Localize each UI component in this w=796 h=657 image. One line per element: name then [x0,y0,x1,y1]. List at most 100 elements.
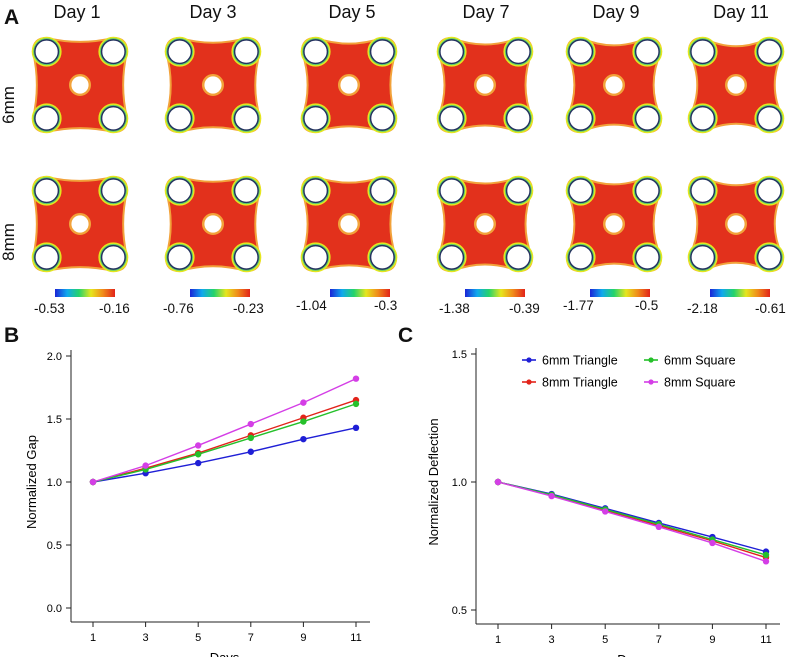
corner-hole [690,178,716,204]
data-point-8mm-square [709,539,716,547]
x-tick-label: 7 [656,634,662,646]
data-point-6mm-square [195,451,202,458]
corner-hole [100,178,126,204]
day-label-3: Day 3 [189,2,237,22]
data-point-8mm-square [195,442,202,449]
center-hole [473,73,497,97]
corner-hole [167,105,193,131]
colorbar-day-5 [330,289,390,297]
x-tick-label: 9 [709,634,715,646]
data-point-6mm-triangle [352,424,360,432]
center-hole [201,212,225,236]
scaffold-8mm-day-7 [436,175,534,273]
series-line-8mm-triangle [92,399,357,483]
corner-hole [233,39,259,65]
corner-hole [690,105,716,131]
legend-label-6mm-square: 6mm Square [664,354,736,368]
corner-hole [303,244,329,270]
colorbar-max-day-9: -0.5 [635,298,659,313]
corner-hole [34,178,60,204]
corner-hole [34,105,60,131]
center-hole [337,73,361,97]
data-point-8mm-square [247,420,254,428]
corner-hole [369,39,395,65]
colorbar-min-day-3: -0.76 [163,301,194,316]
colorbar-day-9 [590,289,650,297]
y-tick-label: 1.0 [452,477,467,489]
panel-c-letter: C [398,324,414,347]
corner-hole [303,178,329,204]
center-hole [337,212,361,236]
day-label-5: Day 5 [328,2,376,22]
corner-hole [439,39,465,65]
data-point-6mm-triangle [300,435,307,443]
scaffold-6mm-day-7 [436,36,534,134]
x-tick-label: 3 [143,632,149,644]
corner-hole [369,244,395,270]
chart-c: 1 3 5 7 9 11 0.5 1.0 1.5 Days Normalized Deflectio… [426,348,780,657]
colorbar-max-day-7: -0.39 [509,301,540,316]
corner-hole [34,39,60,65]
corner-hole [100,244,126,270]
colorbar-min-day-9: -1.77 [563,298,594,313]
scaffold-8mm-day-3 [164,175,262,273]
legend-label-8mm-square: 8mm Square [664,376,736,390]
legend-marker-6mm-square [648,357,654,363]
corner-hole [634,244,660,270]
corner-hole [505,244,531,270]
x-tick-label: 5 [195,632,201,644]
data-point-8mm-square [89,478,97,486]
scaffold-6mm-day-1 [31,36,129,134]
colorbar-max-day-11: -0.61 [755,301,786,316]
center-hole [201,73,225,97]
x-tick-label: 9 [300,632,306,644]
x-tick-label: 11 [350,632,361,644]
corner-hole [690,244,716,270]
corner-hole [568,244,594,270]
corner-hole [634,39,660,65]
colorbar-min-day-7: -1.38 [439,301,470,316]
data-point-8mm-square [300,399,307,406]
colorbar-min-day-11: -2.18 [687,301,718,316]
data-point-8mm-square [548,492,555,500]
day-label-9: Day 9 [592,2,640,22]
corner-hole [34,244,60,270]
corner-hole [233,244,259,270]
corner-hole [505,39,531,65]
corner-hole [756,39,782,65]
corner-hole [439,244,465,270]
colorbar-min-day-1: -0.53 [34,301,65,316]
y-tick-label: 1.5 [47,414,62,426]
y-axis-label: Normalized Gap [24,435,39,529]
colorbar-max-day-1: -0.16 [99,301,130,316]
series-line-8mm-square [497,481,767,563]
scaffold-6mm-day-3 [164,36,262,134]
corner-hole [568,105,594,131]
data-point-8mm-square [352,375,360,382]
data-point-6mm-square [247,434,254,442]
y-tick-label: 1.5 [452,349,467,361]
colorbar-max-day-3: -0.23 [233,301,264,316]
colorbar-day-1 [55,289,115,297]
corner-hole [505,105,531,131]
corner-hole [634,178,660,204]
center-hole [68,212,92,236]
x-tick-label: 5 [602,634,608,646]
scaffold-8mm-day-11 [687,175,785,273]
corner-hole [100,39,126,65]
series-line-6mm-square [497,481,767,556]
scaffold-8mm-day-9 [565,175,663,273]
x-axis-label: Days [210,650,240,657]
x-axis-label: Days [617,652,647,657]
scaffold-6mm-day-11 [687,36,785,134]
data-point-8mm-square [762,558,770,565]
center-hole [724,73,748,97]
x-tick-label: 3 [549,634,555,646]
data-point-8mm-square [602,508,609,515]
scaffold-6mm-day-9 [565,36,663,134]
day-label-7: Day 7 [462,2,510,22]
corner-hole [233,105,259,131]
corner-hole [369,105,395,131]
data-point-6mm-triangle [247,448,254,455]
corner-hole [167,244,193,270]
